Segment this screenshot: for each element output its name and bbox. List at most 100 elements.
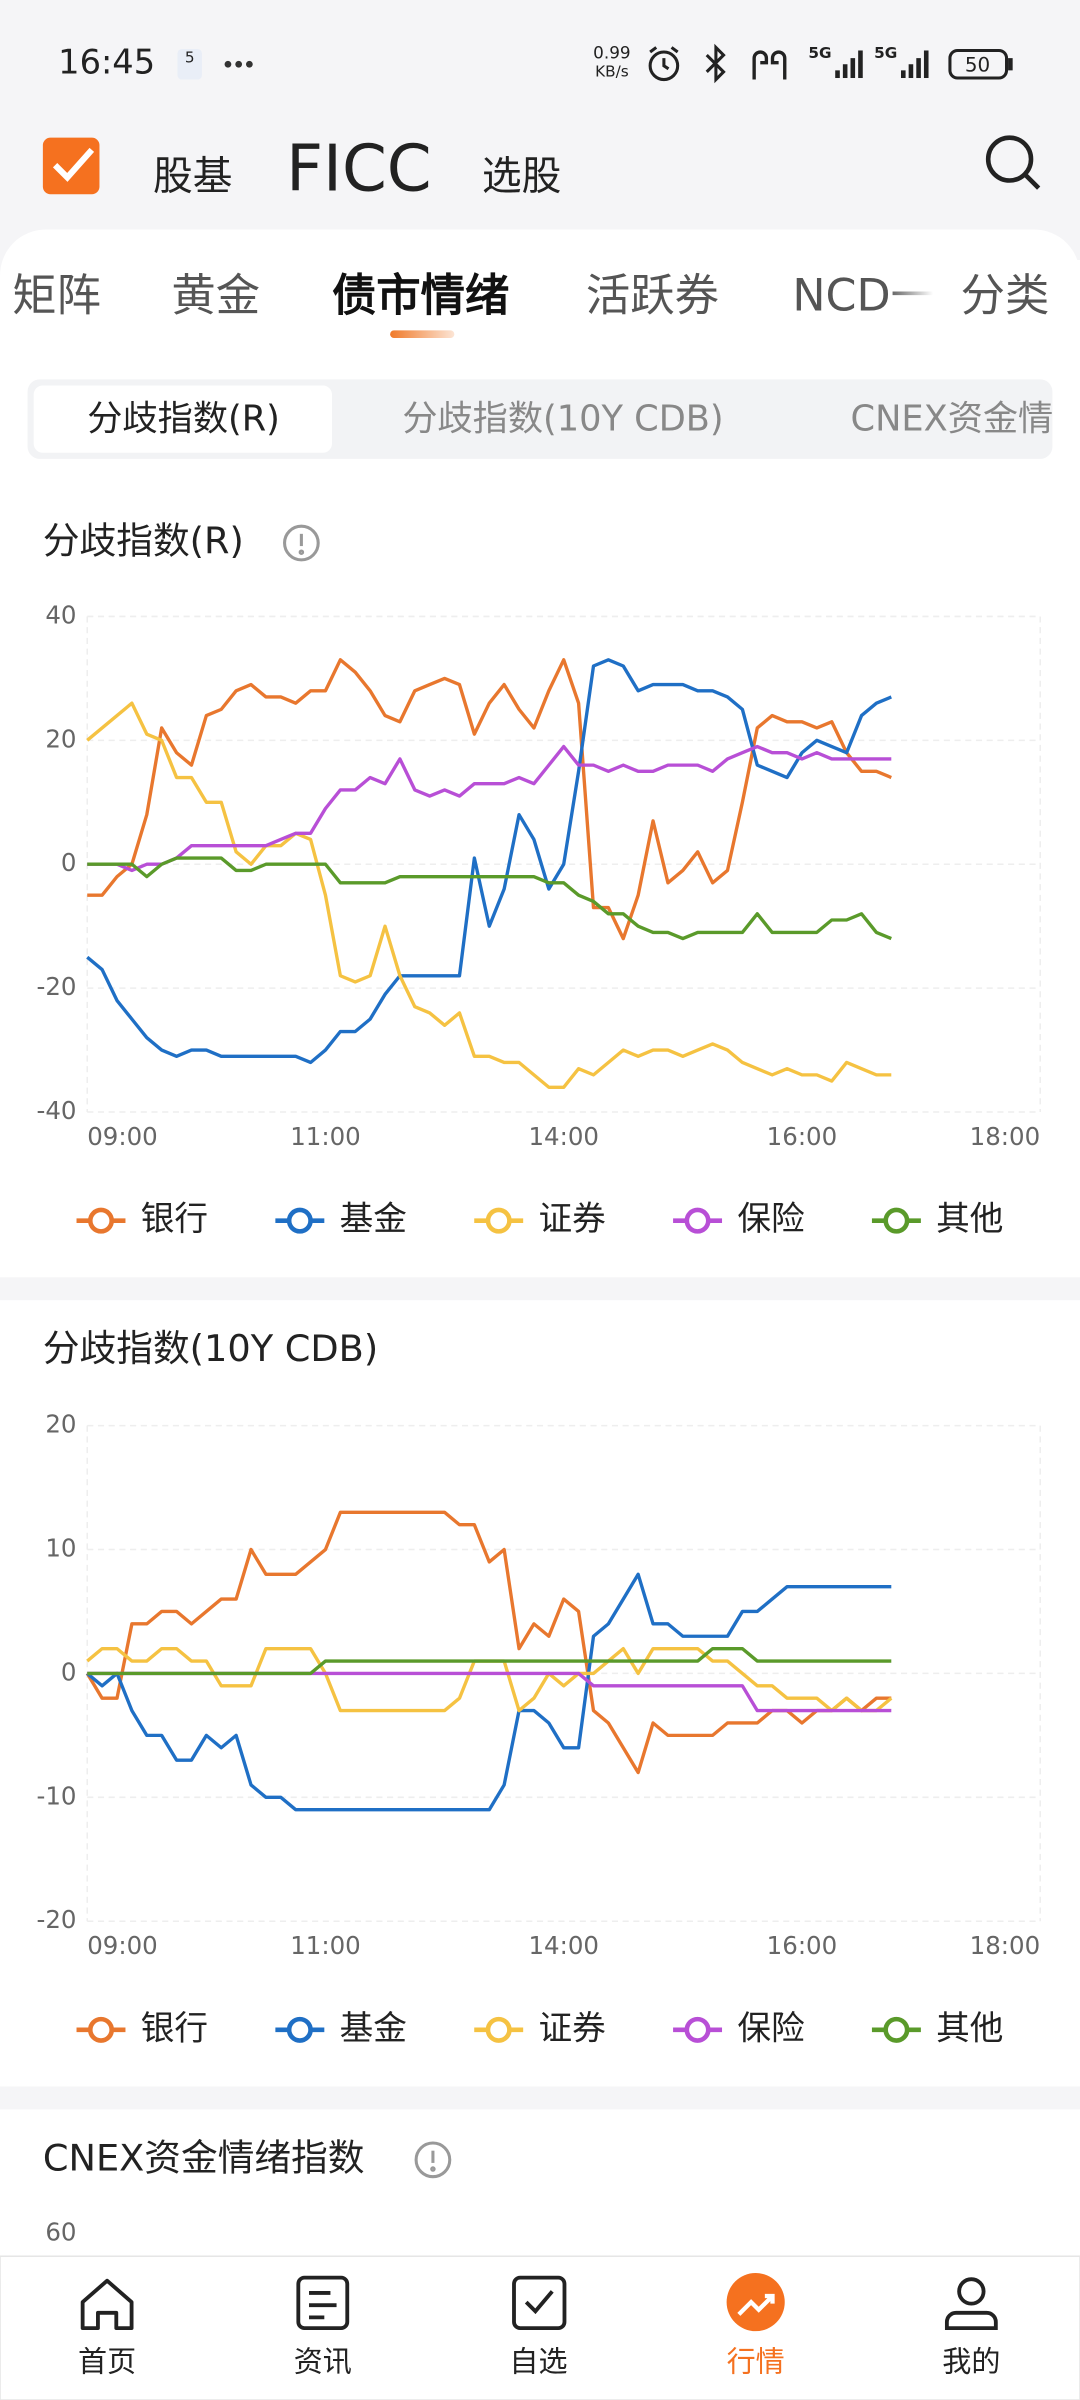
legend-marker [485,1207,512,1234]
tab[interactable]: 黄金 [171,270,260,321]
legend-item[interactable]: 保险 [673,1199,805,1238]
legend-item[interactable]: 保险 [673,2008,805,2047]
legend-marker [684,2016,711,2043]
section-divider [0,2086,1080,2110]
x-tick-label: 11:00 [290,1122,361,1151]
tab[interactable]: 矩阵 [12,270,101,321]
header-tab[interactable]: 选股 [482,153,562,199]
series-line [86,701,892,1089]
battery-icon [948,48,1009,80]
nav-label[interactable]: 资讯 [294,2344,352,2378]
tab-underline [390,330,455,339]
x-tick-label: 16:00 [767,1122,838,1151]
series-line [87,1646,892,1676]
tab-fade [887,260,964,337]
segment[interactable]: 分歧指数(R) [87,399,280,440]
info-icon[interactable] [414,2141,452,2179]
legend-item[interactable]: 银行 [76,1199,209,1238]
section-divider [0,1277,1080,1301]
series-line [87,856,892,941]
content-card [0,229,1080,2400]
net-speed-unit: KB/s [595,62,629,80]
legend-label: 其他 [936,2008,1003,2047]
legend-item[interactable]: 证券 [474,1199,606,1238]
network-label: 5G [808,44,831,62]
legend-item[interactable]: 证券 [474,2008,606,2047]
alarm-icon [648,46,680,82]
battery-tip [1008,58,1013,71]
series-line [87,744,892,873]
app-logo[interactable] [42,137,100,195]
nav-icon-profile[interactable] [944,2277,998,2331]
legend-label: 基金 [340,2008,407,2047]
legend-label: 证券 [538,2008,605,2047]
nav-label-active[interactable]: 行情 [727,2344,785,2378]
legend-marker [286,2016,313,2043]
legend-item[interactable]: 银行 [76,2008,209,2047]
x-tick-label: 16:00 [767,1931,838,1960]
nav-icon-home[interactable] [80,2278,134,2331]
y-tick-label: 20 [45,1410,76,1439]
tab-more[interactable]: 分类 [961,270,1050,321]
y-tick-label: 20 [45,724,76,753]
tab-active[interactable]: 债市情绪 [332,270,509,321]
nav-icon-market[interactable] [726,2273,785,2332]
net-speed: 0.99 [593,43,630,63]
legend-label: 其他 [936,1199,1003,1238]
network-label: 5G [874,44,897,62]
legend-item[interactable]: 其他 [871,2008,1004,2047]
legend-label: 保险 [737,2008,804,2047]
legend-item[interactable]: 基金 [275,1199,407,1238]
signal-bars [835,50,863,79]
notification-badge: 5 [185,49,195,67]
earbuds-icon [752,50,787,80]
nav-icon-watchlist[interactable] [512,2275,567,2331]
search-icon[interactable] [985,135,1041,190]
x-tick-label: 14:00 [528,1931,599,1960]
legend-marker [286,1207,313,1234]
chart-title: CNEX资金情绪指数 [43,2136,365,2179]
more-dots [224,60,253,68]
series-line [85,1510,892,1775]
y-tick-label: 10 [45,1534,76,1563]
header-tab[interactable]: 股基 [153,153,233,199]
tab[interactable]: 活跃券 [586,270,719,321]
legend-label: 保险 [737,1199,804,1238]
x-tick-label: 09:00 [87,1122,158,1151]
info-icon[interactable] [283,524,320,562]
nav-label[interactable]: 自选 [509,2344,567,2378]
y-tick-label: -20 [37,1905,77,1934]
series-line [86,658,892,1065]
nav-icon-news[interactable] [296,2275,350,2331]
legend-label: 证券 [538,1199,605,1238]
y-tick-label: -10 [37,1781,77,1810]
nav-label[interactable]: 首页 [78,2344,136,2378]
x-tick-label: 18:00 [970,1122,1041,1151]
legend-marker [87,1207,114,1234]
y-tick-label: -40 [37,1096,77,1125]
logo-check [52,147,95,182]
nav-label[interactable]: 我的 [942,2344,1000,2378]
header-tab-active[interactable]: FICC [286,131,432,206]
x-tick-label: 14:00 [528,1122,599,1151]
segment[interactable]: 分歧指数(10Y CDB) [402,399,723,440]
y-tick-label: -20 [37,972,77,1001]
legend-marker [883,1207,910,1234]
legend-marker [883,2016,910,2043]
nav-icon-market-line [737,2293,775,2316]
y-tick-label: 60 [45,2217,76,2246]
battery-level: 50 [965,53,990,76]
legend-label: 基金 [340,1199,407,1238]
legend-item[interactable]: 其他 [871,1199,1004,1238]
x-tick-label: 11:00 [290,1931,361,1960]
chart-title: 分歧指数(10Y CDB) [43,1327,378,1370]
segment[interactable]: CNEX资金情绪 [851,399,1080,440]
y-tick-label: 0 [61,1657,77,1686]
legend-label: 银行 [141,2008,208,2047]
legend-item[interactable]: 基金 [275,2008,407,2047]
notification-icon [177,48,202,80]
bluetooth-icon [705,43,726,84]
legend-marker [485,2016,512,2043]
legend-label: 银行 [141,1199,208,1238]
